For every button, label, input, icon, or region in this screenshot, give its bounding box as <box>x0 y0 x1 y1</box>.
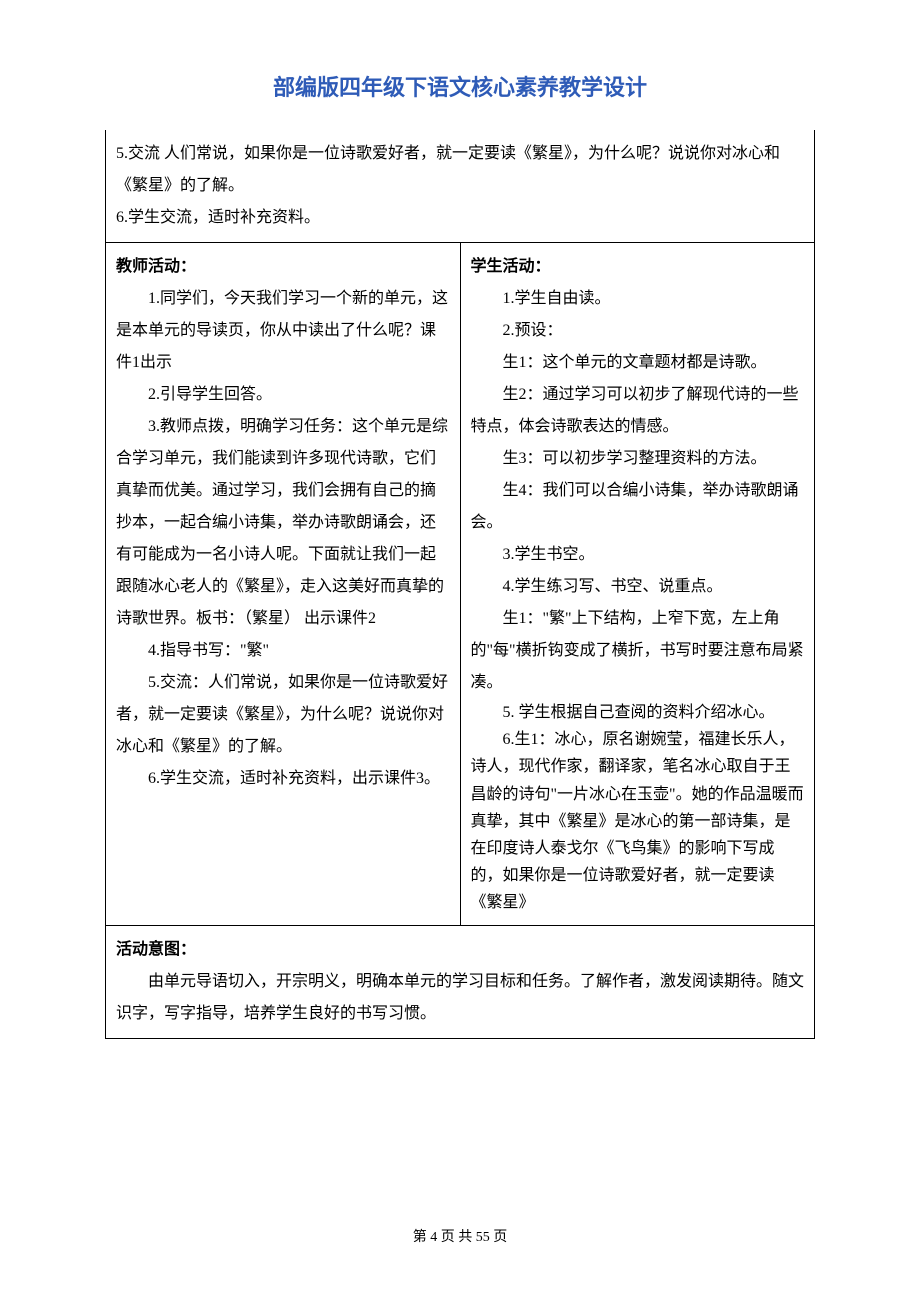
student-p2: 2.预设： <box>471 315 805 347</box>
student-p7: 3.学生书空。 <box>471 539 805 571</box>
student-p1: 1.学生自由读。 <box>471 283 805 315</box>
intent-body: 由单元导语切入，开宗明义，明确本单元的学习目标和任务。了解作者，激发阅读期待。随… <box>116 966 804 1030</box>
teacher-p3: 3.教师点拨，明确学习任务：这个单元是综合学习单元，我们能读到许多现代诗歌，它们… <box>116 411 450 635</box>
footer-text: 第 4 页 共 55 页 <box>413 1230 508 1245</box>
teacher-cell: 教师活动： 1.同学们，今天我们学习一个新的单元，这是本单元的导读页，你从中读出… <box>106 243 461 926</box>
student-p4: 生2：通过学习可以初步了解现代诗的一些特点，体会诗歌表达的情感。 <box>471 379 805 443</box>
teacher-p4: 4.指导书写："繁" <box>116 635 450 667</box>
teacher-p2: 2.引导学生回答。 <box>116 379 450 411</box>
intro-line-2: 6.学生交流，适时补充资料。 <box>116 202 804 234</box>
student-p5: 生3：可以初步学习整理资料的方法。 <box>471 443 805 475</box>
student-p10: 5. 学生根据自己查阅的资料介绍冰心。 <box>471 699 805 726</box>
student-p3: 生1：这个单元的文章题材都是诗歌。 <box>471 347 805 379</box>
lesson-table: 5.交流 人们常说，如果你是一位诗歌爱好者，就一定要读《繁星》，为什么呢？说说你… <box>105 130 815 1039</box>
intro-cell: 5.交流 人们常说，如果你是一位诗歌爱好者，就一定要读《繁星》，为什么呢？说说你… <box>106 130 815 243</box>
intent-cell: 活动意图： 由单元导语切入，开宗明义，明确本单元的学习目标和任务。了解作者，激发… <box>106 925 815 1038</box>
teacher-p1: 1.同学们，今天我们学习一个新的单元，这是本单元的导读页，你从中读出了什么呢？课… <box>116 283 450 379</box>
title-text: 部编版四年级下语文核心素养教学设计 <box>273 75 647 100</box>
student-p6: 生4：我们可以合编小诗集，举办诗歌朗诵会。 <box>471 475 805 539</box>
student-heading: 学生活动： <box>471 251 805 283</box>
student-p9: 生1："繁"上下结构，上窄下宽，左上角的"每"横折钩变成了横折，书写时要注意布局… <box>471 603 805 699</box>
teacher-heading: 教师活动： <box>116 251 450 283</box>
student-cell: 学生活动： 1.学生自由读。 2.预设： 生1：这个单元的文章题材都是诗歌。 生… <box>460 243 815 926</box>
page-footer: 第 4 页 共 55 页 <box>0 1226 920 1246</box>
intent-heading: 活动意图： <box>116 934 804 966</box>
page-title: 部编版四年级下语文核心素养教学设计 <box>105 70 815 102</box>
student-p8: 4.学生练习写、书空、说重点。 <box>471 571 805 603</box>
teacher-p6: 6.学生交流，适时补充资料，出示课件3。 <box>116 763 450 795</box>
intro-line-1: 5.交流 人们常说，如果你是一位诗歌爱好者，就一定要读《繁星》，为什么呢？说说你… <box>116 138 804 202</box>
student-p11: 6.生1：冰心，原名谢婉莹，福建长乐人，诗人，现代作家，翻译家，笔名冰心取自于王… <box>471 726 805 916</box>
teacher-p5: 5.交流：人们常说，如果你是一位诗歌爱好者，就一定要读《繁星》，为什么呢？说说你… <box>116 667 450 763</box>
